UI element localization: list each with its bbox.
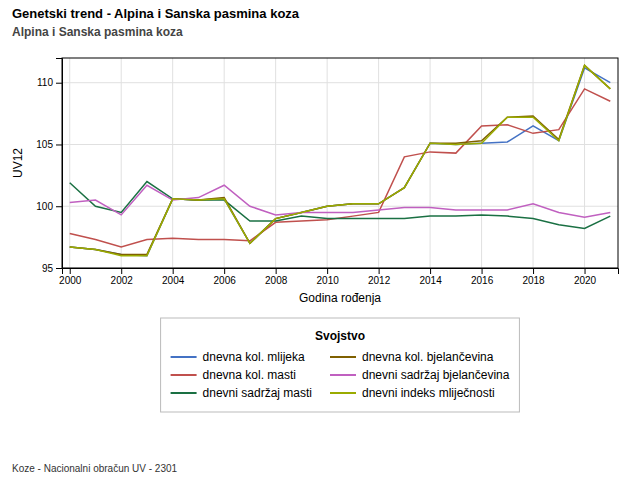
legend-label: dnevni sadržaj bjelančevina xyxy=(362,368,510,382)
x-tick: 2002 xyxy=(111,268,134,286)
axis-line xyxy=(63,269,619,275)
legend-item: dnevna kol. masti xyxy=(171,368,296,382)
grid-line xyxy=(62,144,618,145)
series-line xyxy=(70,65,611,254)
legend-title: Svojstvo xyxy=(315,329,365,343)
title: Genetski trend - Alpina i Sanska pasmina… xyxy=(12,6,300,21)
tick-mark xyxy=(379,268,380,274)
tick-label: 2012 xyxy=(368,275,391,286)
tick-mark xyxy=(121,268,122,274)
tick-mark xyxy=(173,268,174,274)
legend-item: dnevna kol. mlijeka xyxy=(171,350,305,364)
grid-line xyxy=(121,58,122,268)
tick-mark xyxy=(533,268,534,274)
axis-line xyxy=(56,59,63,269)
tick-label: 2006 xyxy=(214,275,237,286)
tick-label: 2002 xyxy=(111,275,134,286)
tick-label: 2008 xyxy=(265,275,288,286)
grid-line xyxy=(430,58,431,268)
series-line xyxy=(70,68,611,256)
legend-label: dnevna kol. bjelančevina xyxy=(362,350,494,364)
tick-mark xyxy=(56,268,62,269)
series-line xyxy=(70,65,611,255)
series-line xyxy=(70,185,611,217)
x-axis: 2000 2002 2004 2006 2008 2010 2012 2014 2016 2018… xyxy=(59,268,618,286)
tick-label: 2016 xyxy=(471,275,494,286)
legend-item: dnevni sadržaj masti xyxy=(171,386,312,400)
tick-mark xyxy=(224,268,225,274)
grid-line xyxy=(172,58,173,268)
tick-label: 95 xyxy=(42,263,54,274)
plot-frame xyxy=(62,58,618,268)
legend-label: dnevni sadržaj masti xyxy=(203,386,312,400)
grid-line xyxy=(378,58,379,268)
tick-label: 2004 xyxy=(162,275,185,286)
legend-item: dnevna kol. bjelančevina xyxy=(330,350,494,364)
grid xyxy=(62,58,618,268)
grid-line xyxy=(327,58,328,268)
tick-mark xyxy=(56,144,62,145)
tick-mark xyxy=(56,206,62,207)
tick-label: 2014 xyxy=(419,275,442,286)
tick-mark xyxy=(327,268,328,274)
footnote: Koze - Nacionalni obračun UV - 2301 xyxy=(12,463,178,474)
tick-label: 2000 xyxy=(59,275,82,286)
x-tick: 2012 xyxy=(368,268,391,286)
tick-label: 2018 xyxy=(522,275,545,286)
y-tick: 100 xyxy=(36,201,62,212)
x-tick: 2010 xyxy=(317,268,340,286)
grid-line xyxy=(224,58,225,268)
legend-swatch xyxy=(330,374,356,376)
tick-label: 2020 xyxy=(574,275,597,286)
tick-mark xyxy=(56,83,62,84)
tick-label: 2010 xyxy=(317,275,340,286)
x-axis-title: Godina rođenja xyxy=(299,291,381,305)
lines xyxy=(70,65,611,255)
tick-mark xyxy=(430,268,431,274)
x-tick: 2000 xyxy=(59,268,82,286)
grid-line xyxy=(62,206,618,207)
tick-mark xyxy=(585,268,586,274)
y-tick: 105 xyxy=(36,139,62,150)
y-tick: 110 xyxy=(37,77,62,88)
tick-label: 110 xyxy=(37,77,53,88)
grid-line xyxy=(62,82,618,83)
y-tick: 95 xyxy=(42,263,62,274)
tick-label: 100 xyxy=(36,201,53,212)
subtitle: Alpina i Sanska pasmina koza xyxy=(12,25,183,39)
legend-label: dnevna kol. masti xyxy=(203,368,296,382)
y-axis: 95 100 105 110 xyxy=(36,59,62,274)
legend-label: dnevna kol. mlijeka xyxy=(203,350,305,364)
legend-item: dnevni indeks mliječnosti xyxy=(330,386,495,400)
legend-swatch xyxy=(330,356,356,358)
tick-mark xyxy=(482,268,483,274)
x-tick: 2014 xyxy=(419,268,442,286)
legend-item: dnevni sadržaj bjelančevina xyxy=(330,368,510,382)
grid-line xyxy=(481,58,482,268)
chart: Genetski trend - Alpina i Sanska pasmina… xyxy=(0,0,640,480)
x-tick: 2016 xyxy=(471,268,494,286)
x-tick: 2004 xyxy=(162,268,185,286)
x-tick: 2018 xyxy=(522,268,545,286)
series-line xyxy=(70,89,611,247)
legend-swatch xyxy=(171,374,197,376)
grid-line xyxy=(69,58,70,268)
tick-mark xyxy=(276,268,277,274)
legend-label: dnevni indeks mliječnosti xyxy=(362,386,495,400)
grid-line xyxy=(275,58,276,268)
grid-line xyxy=(533,58,534,268)
tick-mark xyxy=(70,268,71,274)
y-axis-title: UV12 xyxy=(11,148,25,178)
legend-swatch xyxy=(171,356,197,358)
legend-swatch xyxy=(171,392,197,394)
tick-label: 105 xyxy=(36,139,53,150)
legend-box xyxy=(161,318,520,412)
x-tick: 2006 xyxy=(214,268,237,286)
x-tick: 2020 xyxy=(574,268,597,286)
legend: Svojstvo dnevna kol. mlijeka dnevna kol. m… xyxy=(161,318,520,412)
legend-swatch xyxy=(330,392,356,394)
x-tick: 2008 xyxy=(265,268,288,286)
